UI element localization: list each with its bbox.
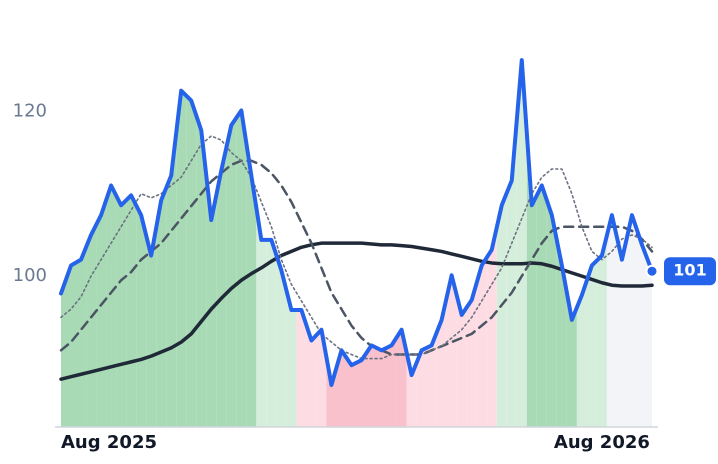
area-band xyxy=(196,115,207,428)
area-band xyxy=(246,143,257,427)
label-layer: 100 120 Aug 2025 Aug 2026 101 xyxy=(13,100,716,453)
area-band xyxy=(476,257,487,427)
area-layer xyxy=(61,60,652,428)
area-band xyxy=(386,337,397,427)
area-band xyxy=(586,260,597,427)
area-band xyxy=(506,120,517,427)
line-layer xyxy=(59,58,654,387)
area-band xyxy=(456,295,467,427)
area-band xyxy=(216,147,227,427)
area-band xyxy=(486,227,497,427)
area-band xyxy=(256,207,267,427)
area-band xyxy=(116,195,127,427)
area-band xyxy=(266,239,277,427)
area-band xyxy=(416,347,427,427)
area-band xyxy=(546,200,557,427)
area-band xyxy=(356,352,367,427)
end-point xyxy=(645,264,659,278)
area-band xyxy=(366,345,377,427)
area-band xyxy=(536,185,547,427)
area-band xyxy=(516,60,527,428)
area-band xyxy=(106,185,117,427)
area-band xyxy=(526,132,537,427)
area-band xyxy=(146,227,157,427)
area-band xyxy=(296,309,307,427)
area-band xyxy=(166,133,177,428)
area-band xyxy=(276,255,287,427)
series-line xyxy=(59,58,654,387)
area-band xyxy=(566,292,577,427)
area-band xyxy=(376,347,387,427)
x-tick-label: Aug 2025 xyxy=(61,432,157,453)
area-band xyxy=(286,290,297,427)
area-band xyxy=(66,262,77,427)
y-tick-label: 100 xyxy=(13,265,47,286)
area-band xyxy=(616,237,627,427)
area-band xyxy=(96,200,107,427)
area-band xyxy=(346,357,357,427)
area-band xyxy=(496,192,507,427)
area-band xyxy=(186,95,197,428)
area-band xyxy=(576,280,587,427)
area-band xyxy=(466,282,477,427)
area-band xyxy=(236,110,247,427)
area-band xyxy=(426,332,437,427)
area-band xyxy=(61,279,67,427)
series-line xyxy=(59,241,654,381)
area-band xyxy=(306,325,317,427)
area-band xyxy=(336,350,347,427)
x-tick-label: Aug 2026 xyxy=(554,432,650,453)
area-band xyxy=(226,117,237,427)
area-band xyxy=(76,247,87,427)
area-band xyxy=(646,258,652,427)
area-band xyxy=(446,275,457,427)
area-band xyxy=(606,215,617,427)
area-band xyxy=(156,187,167,427)
area-band xyxy=(126,195,137,427)
area-band xyxy=(86,225,97,427)
value-label: 101 xyxy=(673,261,706,280)
series-line xyxy=(60,135,653,360)
area-band xyxy=(136,205,147,427)
y-tick-label: 120 xyxy=(13,100,47,121)
value-badge xyxy=(664,257,716,286)
area-band xyxy=(596,235,607,427)
area-band xyxy=(176,90,187,428)
area-band xyxy=(206,175,217,427)
area-band xyxy=(626,215,637,427)
area-band xyxy=(636,229,647,427)
